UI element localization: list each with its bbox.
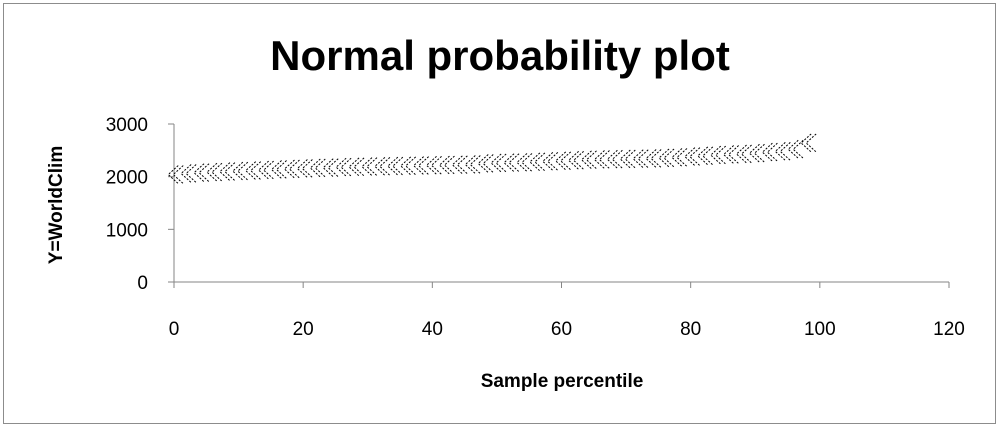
data-point xyxy=(761,142,778,162)
y-tick-label: 0 xyxy=(137,273,148,294)
data-point xyxy=(606,149,623,169)
data-point xyxy=(387,156,404,176)
data-point xyxy=(180,164,197,183)
x-tick-label: 120 xyxy=(933,319,965,340)
data-point xyxy=(580,150,597,170)
data-point xyxy=(270,160,287,179)
x-tick-label: 80 xyxy=(680,319,701,340)
data-point xyxy=(257,160,274,180)
data-point xyxy=(554,151,572,171)
data-point xyxy=(219,162,236,182)
data-point xyxy=(748,143,765,163)
data-point xyxy=(399,156,417,176)
data-point xyxy=(167,165,184,184)
data-point xyxy=(348,157,365,177)
data-point xyxy=(516,153,533,172)
data-point xyxy=(735,144,752,164)
x-tick-label: 20 xyxy=(293,319,314,340)
data-point xyxy=(503,153,520,173)
data-point xyxy=(206,162,223,182)
data-point xyxy=(709,145,727,165)
data-point xyxy=(645,149,662,168)
data-point xyxy=(632,149,649,169)
data-point xyxy=(296,159,313,178)
data-point xyxy=(697,146,714,166)
data-point xyxy=(309,158,326,178)
data-point xyxy=(361,157,378,177)
data-point xyxy=(464,155,481,174)
data-point xyxy=(658,148,675,168)
data-point xyxy=(232,161,249,181)
y-axis-label: Y=WorldClim xyxy=(46,146,67,264)
data-point xyxy=(542,152,559,171)
data-point xyxy=(529,152,546,172)
x-tick-label: 0 xyxy=(169,319,180,340)
data-point xyxy=(477,154,494,173)
data-point xyxy=(283,159,300,179)
data-point xyxy=(593,150,610,169)
x-axis-label: Sample percentile xyxy=(481,371,644,392)
data-point xyxy=(322,158,339,178)
y-tick-label: 3000 xyxy=(106,115,148,136)
data-point xyxy=(800,133,817,153)
data-point xyxy=(567,150,584,170)
data-point xyxy=(412,156,429,175)
data-point xyxy=(787,139,804,159)
data-point xyxy=(374,157,391,176)
data-point xyxy=(671,148,688,167)
data-point xyxy=(451,155,468,175)
data-point xyxy=(335,157,352,177)
chart-frame xyxy=(3,3,996,424)
y-tick-label: 2000 xyxy=(106,168,148,189)
data-point xyxy=(684,147,701,167)
data-point xyxy=(425,155,442,175)
data-point xyxy=(244,161,262,180)
data-point xyxy=(438,155,455,175)
x-tick-label: 40 xyxy=(422,319,443,340)
data-point xyxy=(193,163,210,183)
chart-title: Normal probability plot xyxy=(270,32,730,79)
x-tick-label: 60 xyxy=(551,319,572,340)
data-point xyxy=(774,142,791,161)
x-tick-label: 100 xyxy=(804,319,836,340)
y-tick-label: 1000 xyxy=(106,220,148,241)
data-point xyxy=(490,153,507,173)
data-point xyxy=(619,149,636,169)
data-point xyxy=(722,145,739,164)
